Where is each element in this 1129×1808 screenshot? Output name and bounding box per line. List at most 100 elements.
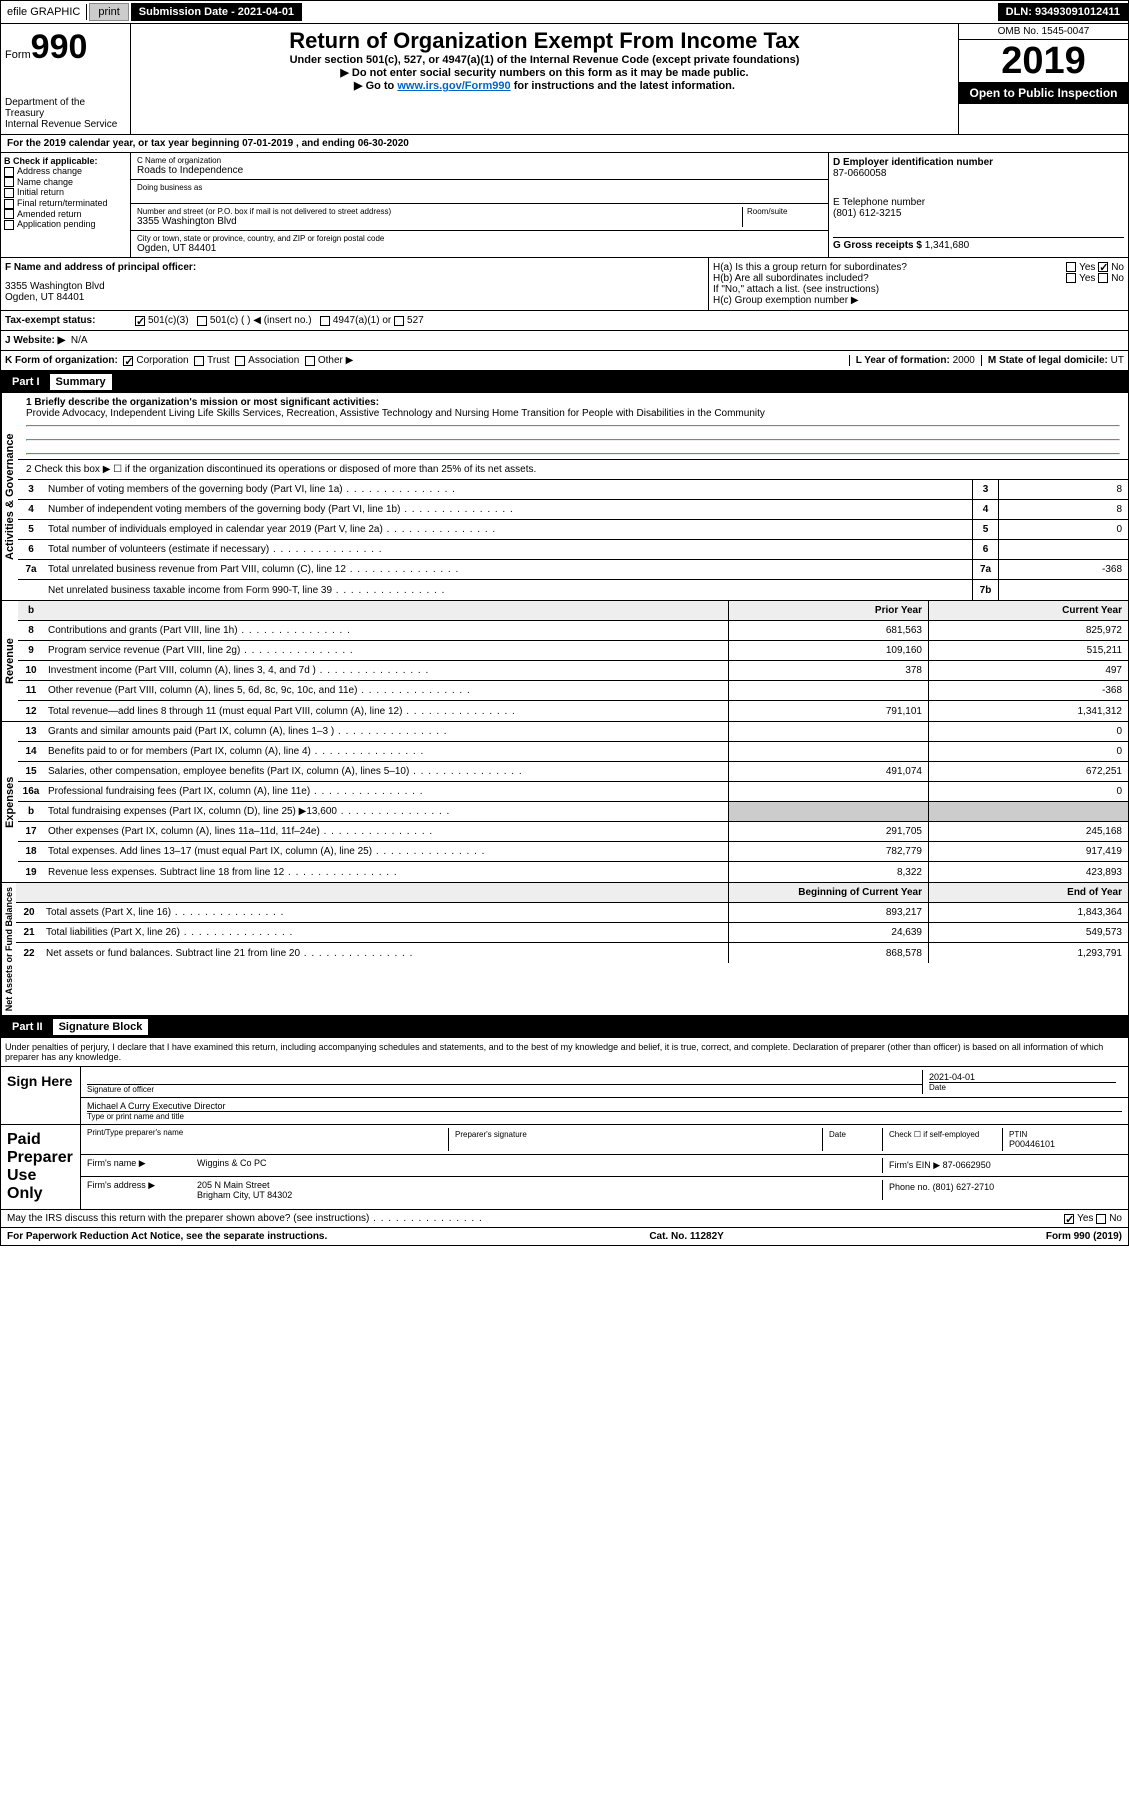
- hb-label: H(b) Are all subordinates included?: [713, 273, 1066, 284]
- print-button[interactable]: print: [89, 3, 128, 21]
- note-ssn: ▶ Do not enter social security numbers o…: [135, 66, 954, 79]
- line-10: 10Investment income (Part VIII, column (…: [18, 661, 1128, 681]
- preparer-date-label: Date: [822, 1128, 882, 1151]
- firm-phone: (801) 627-2710: [933, 1182, 995, 1192]
- line-4: 4Number of independent voting members of…: [18, 500, 1128, 520]
- line-b: bTotal fundraising expenses (Part IX, co…: [18, 802, 1128, 822]
- line-7a: 7aTotal unrelated business revenue from …: [18, 560, 1128, 580]
- tax-status-label: Tax-exempt status:: [5, 315, 135, 326]
- website-label: J Website: ▶: [5, 335, 65, 346]
- initial-return-checkbox[interactable]: [4, 188, 14, 198]
- firm-name: Wiggins & Co PC: [197, 1158, 882, 1173]
- gov-side: Activities & Governance: [1, 393, 18, 600]
- addr-change-checkbox[interactable]: [4, 167, 14, 177]
- website-row: J Website: ▶ N/A: [0, 331, 1129, 351]
- section-h: H(a) Is this a group return for subordin…: [708, 258, 1128, 310]
- discuss-yes[interactable]: [1064, 1214, 1074, 1224]
- line-8: 8Contributions and grants (Part VIII, li…: [18, 621, 1128, 641]
- line-15: 15Salaries, other compensation, employee…: [18, 762, 1128, 782]
- line-6: 6Total number of volunteers (estimate if…: [18, 540, 1128, 560]
- ha-label: H(a) Is this a group return for subordin…: [713, 262, 1066, 273]
- preparer-name-label: Print/Type preparer's name: [87, 1128, 448, 1151]
- addr-label: Number and street (or P.O. box if mail i…: [137, 207, 742, 216]
- revenue-grid: Revenue bPrior YearCurrent Year 8Contrib…: [0, 601, 1129, 722]
- end-year-hdr: End of Year: [928, 883, 1128, 902]
- part1-header: Part I Summary: [0, 371, 1129, 393]
- sig-date: 2021-04-01: [929, 1072, 1116, 1082]
- section-b: B Check if applicable: Address change Na…: [1, 153, 131, 257]
- city-label: City or town, state or province, country…: [137, 234, 822, 243]
- line-19: 19Revenue less expenses. Subtract line 1…: [18, 862, 1128, 882]
- line-5: 5Total number of individuals employed in…: [18, 520, 1128, 540]
- ein-value: 87-0660058: [833, 168, 1124, 179]
- current-year-hdr: Current Year: [928, 601, 1128, 620]
- perjury-text: Under penalties of perjury, I declare th…: [0, 1038, 1129, 1067]
- footer-mid: Cat. No. 11282Y: [649, 1231, 723, 1242]
- room-label: Room/suite: [742, 207, 822, 227]
- org-name-label: C Name of organization: [137, 156, 822, 165]
- gross-label: G Gross receipts $: [833, 240, 922, 251]
- dln: DLN: 93493091012411: [998, 3, 1128, 21]
- part2-title: Signature Block: [53, 1019, 149, 1035]
- section-c: C Name of organizationRoads to Independe…: [131, 153, 828, 257]
- gross-value: 1,341,680: [925, 240, 970, 251]
- pending-checkbox[interactable]: [4, 220, 14, 230]
- phone-label: E Telephone number: [833, 197, 1124, 208]
- org-name: Roads to Independence: [137, 165, 822, 176]
- amended-checkbox[interactable]: [4, 209, 14, 219]
- tax-year: 2019: [959, 40, 1128, 82]
- firm-name-label: Firm's name ▶: [87, 1158, 197, 1173]
- begin-year-hdr: Beginning of Current Year: [728, 883, 928, 902]
- line-9: 9Program service revenue (Part VIII, lin…: [18, 641, 1128, 661]
- hc-label: H(c) Group exemption number ▶: [713, 295, 1124, 306]
- line-20: 20Total assets (Part X, line 16)893,2171…: [16, 903, 1128, 923]
- discuss-no[interactable]: [1096, 1214, 1106, 1224]
- line-16a: 16aProfessional fundraising fees (Part I…: [18, 782, 1128, 802]
- omb-number: OMB No. 1545-0047: [959, 24, 1128, 40]
- paid-label: Paid Preparer Use Only: [1, 1125, 81, 1209]
- form-subtitle: Under section 501(c), 527, or 4947(a)(1)…: [135, 54, 954, 66]
- firm-ein: 87-0662950: [943, 1160, 991, 1170]
- firm-addr-label: Firm's address ▶: [87, 1180, 197, 1200]
- section-a: For the 2019 calendar year, or tax year …: [0, 135, 1129, 153]
- 501c3-checkbox[interactable]: [135, 316, 145, 326]
- officer-name-label: Type or print name and title: [87, 1111, 1122, 1121]
- line-14: 14Benefits paid to or for members (Part …: [18, 742, 1128, 762]
- form-org-label: K Form of organization:: [5, 355, 118, 366]
- firm-phone-label: Phone no.: [889, 1182, 930, 1192]
- exp-side: Expenses: [1, 722, 18, 882]
- mission-label: 1 Briefly describe the organization's mi…: [26, 397, 1120, 408]
- tax-status-row: Tax-exempt status: 501(c)(3) 501(c) ( ) …: [0, 311, 1129, 331]
- officer-addr2: Ogden, UT 84401: [5, 292, 704, 303]
- mission-text: Provide Advocacy, Independent Living Lif…: [26, 408, 1120, 419]
- self-emp-label: Check ☐ if self-employed: [882, 1128, 1002, 1151]
- line-11: 11Other revenue (Part VIII, column (A), …: [18, 681, 1128, 701]
- final-return-checkbox[interactable]: [4, 199, 14, 209]
- part2-header: Part II Signature Block: [0, 1016, 1129, 1038]
- name-change-checkbox[interactable]: [4, 177, 14, 187]
- firm-addr2: Brigham City, UT 84302: [197, 1190, 882, 1200]
- section-b-label: B Check if applicable:: [4, 156, 127, 166]
- submission-date: Submission Date - 2021-04-01: [131, 3, 302, 21]
- topbar: efile GRAPHIC print Submission Date - 20…: [0, 0, 1129, 24]
- efile-label: efile GRAPHIC: [1, 4, 87, 20]
- line-18: 18Total expenses. Add lines 13–17 (must …: [18, 842, 1128, 862]
- line-13: 13Grants and similar amounts paid (Part …: [18, 722, 1128, 742]
- section-fh: F Name and address of principal officer:…: [0, 258, 1129, 311]
- section-f: F Name and address of principal officer:…: [1, 258, 708, 310]
- form-number: 990: [31, 28, 88, 66]
- hb-note: If "No," attach a list. (see instruction…: [713, 284, 1124, 295]
- discuss-row: May the IRS discuss this return with the…: [0, 1210, 1129, 1228]
- section-bcd: B Check if applicable: Address change Na…: [0, 153, 1129, 258]
- form-org-row: K Form of organization: Corporation Trus…: [0, 351, 1129, 371]
- line-3: 3Number of voting members of the governi…: [18, 480, 1128, 500]
- line-12: 12Total revenue—add lines 8 through 11 (…: [18, 701, 1128, 721]
- org-city: Ogden, UT 84401: [137, 243, 822, 254]
- line-21: 21Total liabilities (Part X, line 26)24,…: [16, 923, 1128, 943]
- officer-label: F Name and address of principal officer:: [5, 262, 704, 273]
- page-footer: For Paperwork Reduction Act Notice, see …: [0, 1228, 1129, 1246]
- irs-link[interactable]: www.irs.gov/Form990: [397, 80, 510, 92]
- sign-here-label: Sign Here: [1, 1067, 81, 1124]
- rev-side: Revenue: [1, 601, 18, 721]
- open-public: Open to Public Inspection: [959, 82, 1128, 104]
